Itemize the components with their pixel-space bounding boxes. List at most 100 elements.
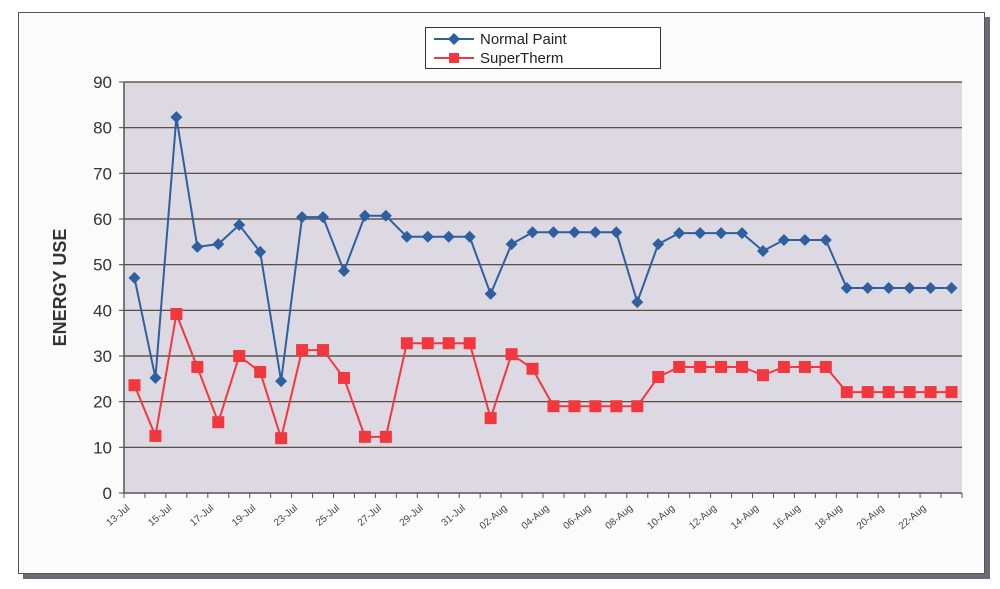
data-point — [128, 271, 141, 284]
legend-label: Normal Paint — [480, 30, 567, 48]
data-point — [819, 360, 832, 373]
x-tick-label: 22-Aug — [897, 503, 929, 532]
data-point — [861, 386, 874, 399]
data-point — [484, 412, 497, 425]
x-tick-label: 06-Aug — [562, 503, 594, 532]
data-point — [296, 344, 309, 357]
data-point — [819, 234, 832, 247]
x-tick-label: 18-Aug — [813, 503, 845, 532]
y-tick-label: 20 — [93, 393, 112, 412]
legend-item-normal-paint: Normal Paint — [434, 30, 567, 48]
x-tick-label: 14-Aug — [729, 503, 761, 532]
data-point — [442, 230, 455, 243]
y-axis-title: ENERGY USE — [50, 229, 70, 347]
data-point — [568, 226, 581, 239]
data-point — [924, 281, 937, 294]
x-tick-label: 10-Aug — [645, 503, 677, 532]
data-point — [400, 337, 413, 350]
data-point — [694, 227, 707, 240]
series-line-supertherm — [133, 310, 952, 442]
data-point — [275, 375, 288, 388]
data-point — [777, 360, 790, 373]
data-point — [379, 430, 392, 443]
x-tick-label: 13-Jul — [104, 503, 132, 529]
y-tick-label: 60 — [93, 210, 112, 229]
data-point — [275, 432, 288, 445]
data-point — [715, 227, 728, 240]
data-point — [694, 360, 707, 373]
data-point — [882, 386, 895, 399]
x-tick-label: 15-Jul — [146, 503, 174, 529]
data-point — [777, 234, 790, 247]
data-point — [191, 360, 204, 373]
data-point — [652, 371, 665, 384]
data-point — [212, 416, 225, 429]
data-point — [170, 307, 183, 320]
data-point — [296, 211, 309, 224]
y-tick-label: 30 — [93, 347, 112, 366]
square-marker-icon — [434, 53, 474, 63]
data-point — [861, 281, 874, 294]
x-tick-label: 23-Jul — [272, 503, 300, 529]
data-point — [798, 360, 811, 373]
data-point — [337, 371, 350, 384]
x-tick-label: 17-Jul — [188, 503, 216, 529]
y-tick-label: 40 — [93, 301, 112, 320]
data-point — [736, 360, 749, 373]
data-point — [756, 244, 769, 257]
data-point — [254, 245, 267, 258]
diamond-marker-icon — [434, 33, 474, 45]
data-point — [798, 234, 811, 247]
data-point — [337, 265, 350, 278]
data-point — [149, 371, 162, 384]
data-point — [756, 369, 769, 382]
x-tick-label: 31-Jul — [440, 503, 468, 529]
data-point — [191, 240, 204, 253]
data-point — [526, 362, 539, 375]
data-point — [526, 226, 539, 239]
data-point — [379, 209, 392, 222]
data-point — [945, 281, 958, 294]
y-tick-label: 70 — [93, 164, 112, 183]
y-tick-label: 0 — [103, 484, 112, 503]
data-point — [170, 111, 183, 124]
data-point — [484, 287, 497, 300]
data-point — [610, 226, 623, 239]
x-tick-label: 25-Jul — [314, 503, 342, 529]
legend-item-supertherm: SuperTherm — [434, 49, 563, 67]
x-tick-label: 04-Aug — [520, 503, 552, 532]
data-point — [840, 281, 853, 294]
y-tick-label: 10 — [93, 438, 112, 457]
data-point — [421, 230, 434, 243]
data-point — [715, 360, 728, 373]
x-tick-label: 27-Jul — [356, 503, 384, 529]
y-tick-label: 90 — [93, 73, 112, 92]
data-point — [463, 337, 476, 350]
legend-label: SuperTherm — [480, 49, 564, 67]
data-point — [233, 218, 246, 231]
data-point — [317, 344, 330, 357]
data-point — [317, 211, 330, 224]
data-point — [233, 350, 246, 362]
data-point — [631, 400, 644, 413]
data-point — [149, 429, 162, 442]
data-point — [128, 379, 141, 392]
data-point — [505, 238, 518, 251]
data-point — [589, 400, 602, 413]
x-tick-label: 20-Aug — [855, 503, 887, 532]
data-point — [736, 227, 749, 240]
data-point — [547, 400, 560, 413]
x-tick-label: 29-Jul — [398, 503, 426, 529]
data-point — [212, 238, 225, 251]
data-point — [673, 227, 686, 240]
y-tick-label: 80 — [93, 119, 112, 138]
data-point — [945, 386, 958, 399]
y-tick-label: 50 — [93, 256, 112, 275]
data-point — [358, 209, 371, 222]
series-line-normal-paint — [133, 117, 952, 382]
x-tick-label: 12-Aug — [687, 503, 719, 532]
x-tick-label: 16-Aug — [771, 503, 803, 532]
data-point — [924, 386, 937, 399]
plot-area — [124, 82, 962, 493]
